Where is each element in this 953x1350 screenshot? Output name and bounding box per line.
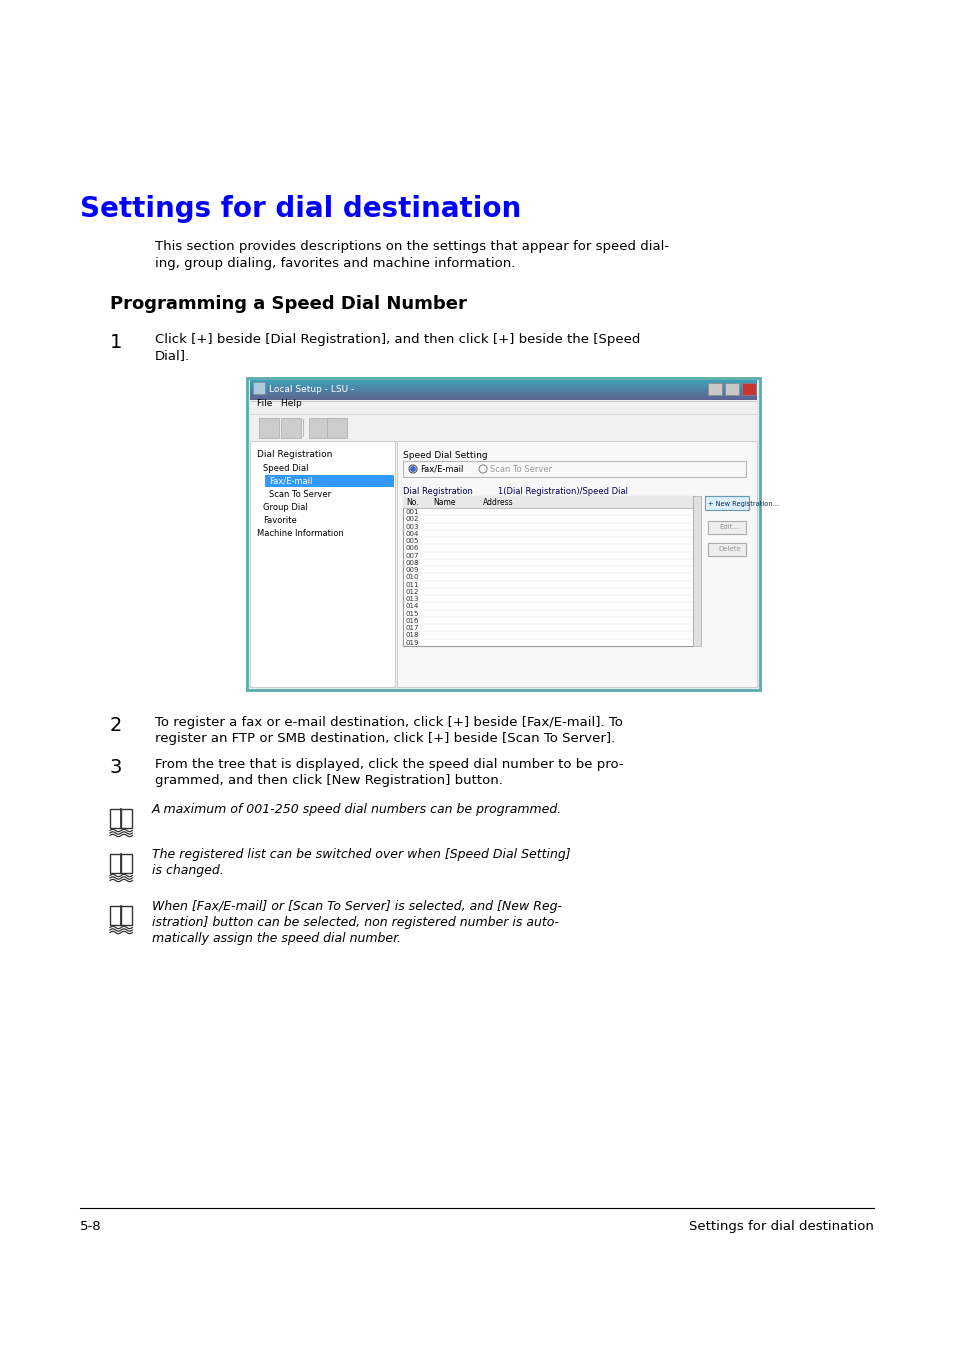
Text: 015: 015	[406, 610, 419, 617]
Bar	[110, 855, 121, 873]
Text: 011: 011	[406, 582, 419, 587]
Bar	[281, 418, 301, 437]
Bar	[253, 382, 265, 394]
Text: Dial Registration: Dial Registration	[256, 450, 332, 459]
Text: Local Setup - LSU -: Local Setup - LSU -	[269, 385, 354, 393]
Text: File   Help: File Help	[256, 400, 301, 409]
Bar	[250, 441, 395, 687]
Circle shape	[411, 467, 415, 471]
Text: 003: 003	[406, 524, 419, 529]
Text: Fax/E-mail: Fax/E-mail	[419, 464, 463, 474]
Text: 013: 013	[406, 597, 419, 602]
Bar	[250, 381, 757, 687]
Text: + New Registration...: + New Registration...	[707, 501, 779, 508]
Text: 5-8: 5-8	[80, 1220, 102, 1233]
Text: Programming a Speed Dial Number: Programming a Speed Dial Number	[110, 296, 466, 313]
Text: 1(Dial Registration)/Speed Dial: 1(Dial Registration)/Speed Dial	[497, 487, 627, 495]
Text: Edit...: Edit...	[719, 524, 739, 531]
FancyBboxPatch shape	[707, 521, 745, 535]
Circle shape	[409, 464, 416, 472]
Bar	[309, 418, 329, 437]
Text: The registered list can be switched over when [Speed Dial Setting]: The registered list can be switched over…	[152, 848, 570, 861]
Text: Scan To Server: Scan To Server	[490, 464, 552, 474]
Text: istration] button can be selected, non registered number is auto-: istration] button can be selected, non r…	[152, 917, 558, 929]
Text: 001: 001	[406, 509, 419, 514]
Bar	[250, 401, 757, 414]
Text: 018: 018	[406, 632, 419, 639]
Bar	[250, 414, 757, 441]
Text: 008: 008	[406, 560, 419, 566]
Text: No.: No.	[406, 498, 418, 508]
Text: 005: 005	[406, 539, 419, 544]
Text: matically assign the speed dial number.: matically assign the speed dial number.	[152, 931, 400, 945]
FancyBboxPatch shape	[704, 495, 748, 510]
Text: Dial].: Dial].	[154, 350, 190, 362]
FancyBboxPatch shape	[707, 543, 745, 556]
Text: ing, group dialing, favorites and machine information.: ing, group dialing, favorites and machin…	[154, 256, 515, 270]
Text: 009: 009	[406, 567, 419, 574]
Bar	[741, 383, 755, 396]
Text: When [Fax/E-mail] or [Scan To Server] is selected, and [New Reg-: When [Fax/E-mail] or [Scan To Server] is…	[152, 900, 561, 913]
Bar	[402, 495, 692, 508]
Text: Dial Registration: Dial Registration	[402, 487, 473, 495]
Bar	[258, 418, 278, 437]
Text: Speed Dial: Speed Dial	[263, 464, 308, 472]
Text: 002: 002	[406, 516, 419, 522]
Text: Fax/E-mail: Fax/E-mail	[269, 477, 312, 486]
Bar	[724, 383, 739, 396]
Bar	[121, 855, 132, 873]
Text: 016: 016	[406, 618, 419, 624]
Circle shape	[478, 464, 486, 472]
Text: Scan To Server: Scan To Server	[269, 490, 331, 500]
Text: 004: 004	[406, 531, 419, 537]
Text: grammed, and then click [New Registration] button.: grammed, and then click [New Registratio…	[154, 774, 502, 787]
Text: 007: 007	[406, 552, 419, 559]
Bar	[707, 383, 721, 396]
Bar	[396, 441, 757, 687]
Text: A maximum of 001-250 speed dial numbers can be programmed.: A maximum of 001-250 speed dial numbers …	[152, 803, 561, 815]
Text: From the tree that is displayed, click the speed dial number to be pro-: From the tree that is displayed, click t…	[154, 757, 623, 771]
Bar	[327, 418, 347, 437]
Text: 1: 1	[110, 333, 122, 352]
Text: 019: 019	[406, 640, 419, 645]
Text: Favorite: Favorite	[263, 516, 296, 525]
Text: 2: 2	[110, 716, 122, 734]
Text: 006: 006	[406, 545, 419, 551]
Bar	[402, 460, 745, 477]
Text: Settings for dial destination: Settings for dial destination	[688, 1220, 873, 1233]
Text: 014: 014	[406, 603, 419, 609]
Text: Delete: Delete	[718, 545, 740, 552]
Text: To register a fax or e-mail destination, click [+] beside [Fax/E-mail]. To: To register a fax or e-mail destination,…	[154, 716, 622, 729]
Bar	[110, 906, 121, 925]
Text: Settings for dial destination: Settings for dial destination	[80, 194, 520, 223]
Text: Group Dial: Group Dial	[263, 504, 308, 512]
Text: 010: 010	[406, 574, 419, 580]
Bar	[121, 809, 132, 828]
Text: Name: Name	[433, 498, 455, 508]
Text: is changed.: is changed.	[152, 864, 224, 878]
Bar	[265, 475, 394, 487]
Bar	[110, 809, 121, 828]
Text: Address: Address	[482, 498, 513, 508]
Text: 012: 012	[406, 589, 419, 595]
Text: Machine Information: Machine Information	[256, 529, 343, 539]
Bar	[247, 378, 760, 690]
Text: 017: 017	[406, 625, 419, 632]
Bar	[121, 906, 132, 925]
Bar	[402, 495, 692, 647]
Text: register an FTP or SMB destination, click [+] beside [Scan To Server].: register an FTP or SMB destination, clic…	[154, 732, 615, 745]
Text: Speed Dial Setting: Speed Dial Setting	[402, 451, 487, 460]
Text: This section provides descriptions on the settings that appear for speed dial-: This section provides descriptions on th…	[154, 240, 668, 252]
Text: Click [+] beside [Dial Registration], and then click [+] beside the [Speed: Click [+] beside [Dial Registration], an…	[154, 333, 639, 346]
Text: 3: 3	[110, 757, 122, 778]
Bar	[692, 495, 700, 647]
